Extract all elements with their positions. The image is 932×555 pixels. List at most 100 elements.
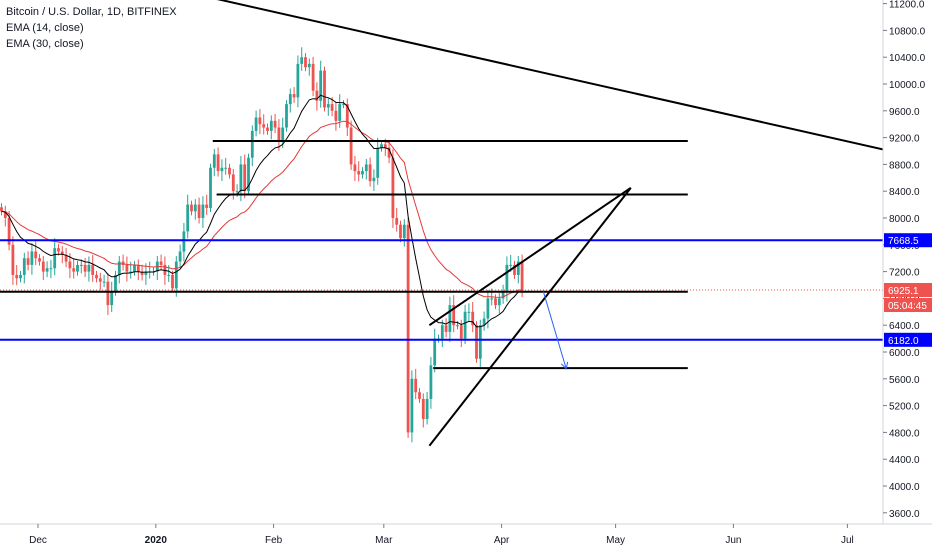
candle xyxy=(197,204,201,218)
candle xyxy=(288,94,292,105)
candle xyxy=(387,147,391,158)
candle xyxy=(209,167,212,208)
candle xyxy=(186,204,190,232)
candle xyxy=(281,127,285,141)
candle xyxy=(95,274,98,279)
candle xyxy=(53,248,57,269)
candle xyxy=(342,104,345,106)
time-tick-label: May xyxy=(606,535,625,546)
candle xyxy=(490,298,494,300)
candle xyxy=(76,264,79,272)
candle xyxy=(247,157,250,192)
candle xyxy=(98,278,102,282)
candle xyxy=(410,378,414,433)
candle xyxy=(57,248,60,252)
candle xyxy=(102,281,106,283)
price-tick-label: 8800.0 xyxy=(889,160,920,171)
candle xyxy=(440,325,444,339)
candle xyxy=(269,120,273,131)
candle xyxy=(45,268,49,272)
price-tick-label: 4000.0 xyxy=(889,482,920,493)
candle xyxy=(334,110,338,121)
candle xyxy=(395,218,399,225)
candle xyxy=(190,204,193,212)
trendline[interactable] xyxy=(428,187,632,327)
candle xyxy=(11,244,15,275)
candle xyxy=(448,305,452,332)
candle xyxy=(3,211,7,218)
countdown-badge-bg xyxy=(884,298,932,313)
candle xyxy=(7,218,11,245)
candle xyxy=(235,191,239,193)
candle xyxy=(239,164,243,192)
price-tick-label: 9200.0 xyxy=(889,134,920,145)
candle xyxy=(49,268,53,270)
price-tick-label: 5200.0 xyxy=(889,402,920,413)
trendline[interactable] xyxy=(0,0,920,159)
candle xyxy=(330,104,334,111)
level-low-badge[interactable]: 6182.0 xyxy=(888,336,919,347)
current-price-badge[interactable]: 6925.1 xyxy=(888,286,919,297)
ema30-legend[interactable]: EMA (30, close) xyxy=(6,38,84,50)
candle xyxy=(117,261,121,275)
price-tick-label: 10400.0 xyxy=(889,53,926,64)
candle xyxy=(258,117,262,125)
time-axis[interactable]: Dec 2020 Feb Mar Apr May Jun Jul xyxy=(0,523,932,550)
price-tick-label: 6400.0 xyxy=(889,321,920,332)
candle xyxy=(399,224,402,239)
candle xyxy=(505,264,509,292)
price-axis-bg xyxy=(883,0,932,550)
candle xyxy=(304,57,307,68)
candle xyxy=(486,298,490,319)
price-tick-label: 8400.0 xyxy=(889,187,920,198)
chart-legend: Bitcoin / U.S. Dollar, 1D, BITFINEX EMA … xyxy=(6,4,177,52)
candle xyxy=(224,167,228,169)
candle xyxy=(243,164,247,192)
symbol-title[interactable]: Bitcoin / U.S. Dollar, 1D, BITFINEX xyxy=(6,6,177,18)
price-tick-label: 10800.0 xyxy=(889,26,926,37)
price-axis[interactable]: 11200.0 10800.0 10400.0 10000.0 9600.0 9200.0… xyxy=(882,0,932,550)
candle xyxy=(482,318,486,326)
time-tick-label: Jun xyxy=(725,535,741,546)
candle xyxy=(144,271,148,275)
candle xyxy=(266,127,269,131)
current-price-badge-bg xyxy=(884,283,932,298)
candle xyxy=(136,264,140,272)
price-tick-label: 6000.0 xyxy=(889,348,920,359)
candle xyxy=(380,144,383,148)
candle xyxy=(110,291,114,306)
candle xyxy=(357,171,361,175)
candle xyxy=(114,274,117,292)
price-tick-label: 7200.0 xyxy=(889,268,920,279)
ema14-legend[interactable]: EMA (14, close) xyxy=(6,22,84,34)
level-high-badge[interactable]: 7668.5 xyxy=(888,236,919,247)
candle xyxy=(513,264,516,275)
countdown-badge[interactable]: 05:04:45 xyxy=(888,301,927,312)
candle xyxy=(79,264,83,266)
candle xyxy=(292,94,296,98)
candle xyxy=(22,258,26,275)
candle xyxy=(216,154,220,172)
candle xyxy=(361,171,364,175)
candle xyxy=(277,127,281,141)
trendline[interactable] xyxy=(428,187,632,447)
candle xyxy=(19,274,22,279)
candle xyxy=(163,264,167,275)
candle xyxy=(345,104,349,128)
projection-arrow[interactable] xyxy=(542,291,567,369)
candle xyxy=(129,271,133,273)
candle xyxy=(520,261,524,292)
candle xyxy=(459,325,463,339)
candle xyxy=(174,261,178,289)
candle xyxy=(34,251,38,259)
candle xyxy=(497,298,501,306)
candle xyxy=(212,154,216,168)
price-tick-label: 4800.0 xyxy=(889,428,920,439)
price-tick-label: 8000.0 xyxy=(889,214,920,225)
candle xyxy=(220,167,224,172)
candle xyxy=(262,124,266,128)
time-tick-label: Dec xyxy=(29,535,47,546)
candle xyxy=(300,57,304,64)
